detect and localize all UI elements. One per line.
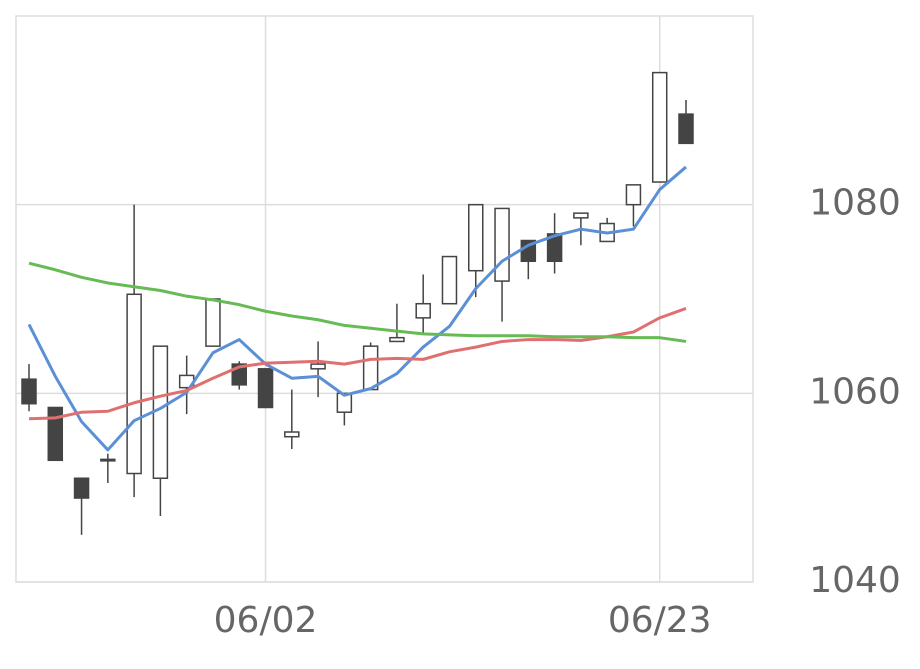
moving-average-line [28,261,687,343]
candle-body [47,406,64,462]
candle-body [310,363,326,370]
x-tick-label: 06/23 [608,600,712,641]
candle-body [468,203,484,272]
x-tick-label: 06/02 [214,600,318,641]
candle-body [546,233,563,263]
candle-body [257,368,274,409]
y-tick-label: 1080 [809,183,901,224]
candle-body [336,392,353,413]
candle-body [573,212,589,219]
candle-body [362,345,379,391]
moving-average-line [28,307,687,421]
candle-body [389,336,405,343]
candle-body [205,298,221,347]
candle-body [73,477,90,499]
candle-body [625,184,642,206]
candle-body [21,378,37,405]
candle-body [100,458,116,462]
moving-average-line [27,165,687,452]
y-tick-label: 1040 [809,560,901,601]
candle-body [415,302,431,319]
y-tick-label: 1060 [809,371,901,412]
candle-body [441,255,458,305]
candle-body [284,431,300,438]
candle-body [678,113,694,145]
candle-body [651,71,668,183]
candle-body [126,293,142,475]
candle-body [494,207,510,282]
